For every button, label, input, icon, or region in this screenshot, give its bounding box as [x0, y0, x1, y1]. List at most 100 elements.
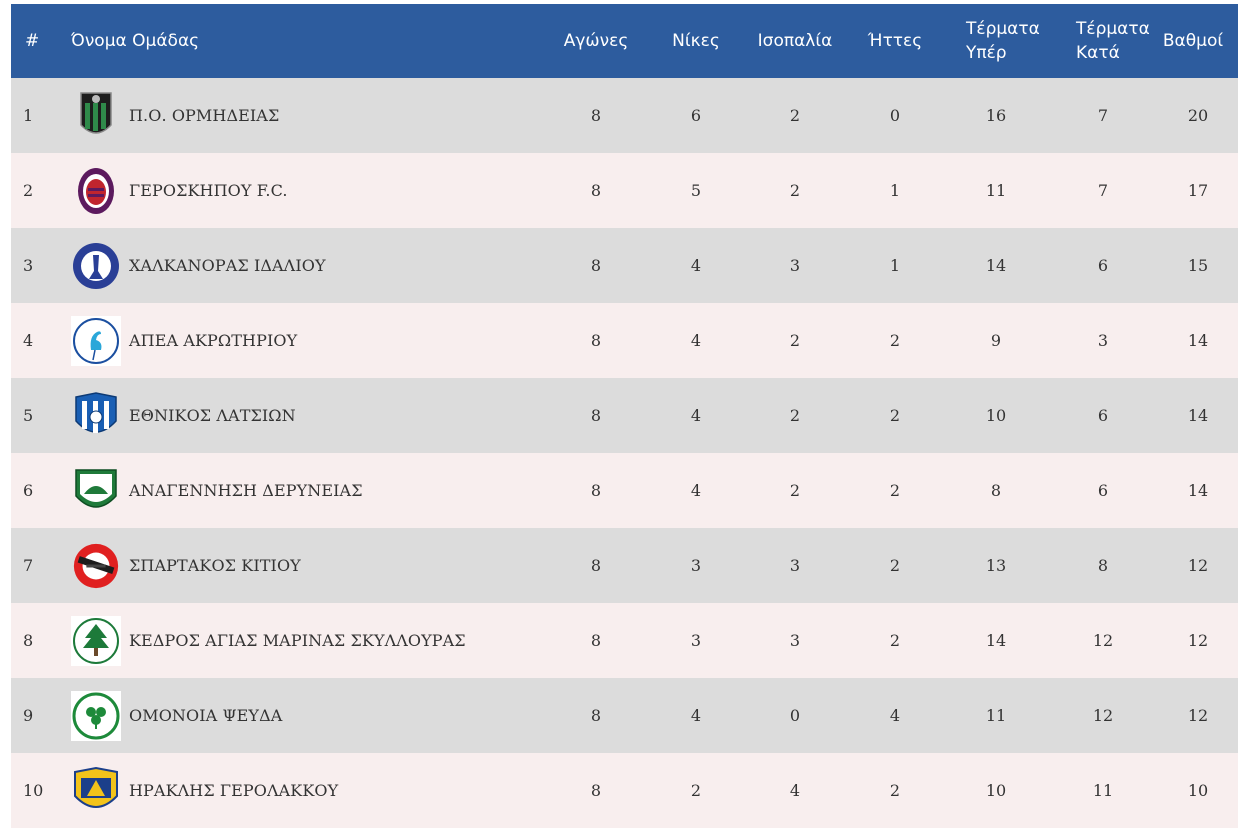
played-cell: 8 [590, 781, 602, 800]
header-played[interactable]: Αγώνες [563, 31, 629, 51]
goals-for-cell: 16 [985, 106, 1007, 125]
goals-against-cell: 12 [1092, 706, 1114, 725]
table-body: 1 Π.Ο. ΟΡΜΗΔΕΙΑΣ 8 6 2 0 16 7 20 2 ΓΕΡΟΣ… [11, 78, 1238, 828]
goals-against-cell: 6 [1097, 406, 1109, 425]
chalkanoras-crest-icon [71, 240, 121, 292]
team-name[interactable]: ΑΠΕΑ ΑΚΡΩΤΗΡΙΟΥ [129, 331, 298, 350]
wins-cell: 4 [690, 406, 702, 425]
team-name[interactable]: ΕΘΝΙΚΟΣ ΛΑΤΣΙΩΝ [129, 406, 296, 425]
points-cell: 14 [1187, 331, 1209, 350]
played-cell: 8 [590, 256, 602, 275]
team-cell[interactable]: ΚΕΔΡΟΣ ΑΓΙΑΣ ΜΑΡΙΝΑΣ ΣΚΥΛΛΟΥΡΑΣ [71, 615, 536, 667]
team-name[interactable]: ΑΝΑΓΕΝΝΗΣΗ ΔΕΡΥΝΕΙΑΣ [129, 481, 363, 500]
rank-cell: 7 [23, 556, 34, 575]
draws-cell: 3 [789, 556, 801, 575]
table-row-9[interactable]: 9 ΟΜΟΝΟΙΑ ΨΕΥΔΑ 8 4 0 4 11 12 12 [11, 678, 1238, 753]
team-cell[interactable]: ΕΘΝΙΚΟΣ ΛΑΤΣΙΩΝ [71, 390, 536, 442]
goals-for-cell: 11 [985, 706, 1007, 725]
points-cell: 20 [1187, 106, 1209, 125]
goals-against-cell: 11 [1092, 781, 1114, 800]
team-cell[interactable]: ΑΠΕΑ ΑΚΡΩΤΗΡΙΟΥ [71, 315, 536, 367]
table-row-6[interactable]: 6 ΑΝΑΓΕΝΝΗΣΗ ΔΕΡΥΝΕΙΑΣ 8 4 2 2 8 6 14 [11, 453, 1238, 528]
played-cell: 8 [590, 706, 602, 725]
goals-for-cell: 9 [990, 331, 1002, 350]
table-row-3[interactable]: 3 ΧΑΛΚΑΝΟΡΑΣ ΙΔΑΛΙΟΥ 8 4 3 1 14 6 15 [11, 228, 1238, 303]
rank-cell: 5 [23, 406, 34, 425]
header-rank: # [25, 31, 40, 51]
team-name[interactable]: ΟΜΟΝΟΙΑ ΨΕΥΔΑ [129, 706, 283, 725]
header-goals-for[interactable]: Τέρματα Υπέρ [936, 17, 1046, 65]
header-goals-for-line2: Υπέρ [966, 43, 1007, 63]
anagennisi-crest-icon [71, 465, 121, 517]
team-name[interactable]: ΚΕΔΡΟΣ ΑΓΙΑΣ ΜΑΡΙΝΑΣ ΣΚΥΛΛΟΥΡΑΣ [129, 631, 466, 650]
header-goals-against[interactable]: Τέρματα Κατά [1046, 17, 1150, 65]
goals-for-cell: 11 [985, 181, 1007, 200]
table-row-5[interactable]: 5 ΕΘΝΙΚΟΣ ΛΑΤΣΙΩΝ 8 4 2 2 10 6 14 [11, 378, 1238, 453]
wins-cell: 3 [690, 556, 702, 575]
wins-cell: 4 [690, 481, 702, 500]
rank-cell: 8 [23, 631, 34, 650]
team-name[interactable]: ΗΡΑΚΛΗΣ ΓΕΡΟΛΑΚΚΟΥ [129, 781, 339, 800]
points-cell: 17 [1187, 181, 1209, 200]
team-cell[interactable]: ΣΠΑΡΤΑΚΟΣ ΚΙΤΙΟΥ [71, 540, 536, 592]
table-header: # Όνομα Ομάδας Αγώνες Νίκες Ισοπαλία Ήττ… [11, 4, 1238, 78]
team-name[interactable]: Π.Ο. ΟΡΜΗΔΕΙΑΣ [129, 106, 280, 125]
team-cell[interactable]: Π.Ο. ΟΡΜΗΔΕΙΑΣ [71, 90, 536, 142]
played-cell: 8 [590, 631, 602, 650]
table-row-7[interactable]: 7 ΣΠΑΡΤΑΚΟΣ ΚΙΤΙΟΥ 8 3 3 2 13 8 12 [11, 528, 1238, 603]
wins-cell: 3 [690, 631, 702, 650]
league-standings-table: # Όνομα Ομάδας Αγώνες Νίκες Ισοπαλία Ήττ… [11, 4, 1238, 828]
table-row-4[interactable]: 4 ΑΠΕΑ ΑΚΡΩΤΗΡΙΟΥ 8 4 2 2 9 3 14 [11, 303, 1238, 378]
team-cell[interactable]: ΗΡΑΚΛΗΣ ΓΕΡΟΛΑΚΚΟΥ [71, 765, 536, 817]
team-name[interactable]: ΣΠΑΡΤΑΚΟΣ ΚΙΤΙΟΥ [129, 556, 301, 575]
points-cell: 12 [1187, 556, 1209, 575]
omonoia-crest-icon [71, 690, 121, 742]
table-row-2[interactable]: 2 ΓΕΡΟΣΚΗΠΟΥ F.C. 8 5 2 1 11 7 17 [11, 153, 1238, 228]
draws-cell: 2 [789, 481, 801, 500]
draws-cell: 0 [789, 706, 801, 725]
losses-cell: 2 [889, 556, 901, 575]
goals-for-cell: 13 [985, 556, 1007, 575]
team-cell[interactable]: ΑΝΑΓΕΝΝΗΣΗ ΔΕΡΥΝΕΙΑΣ [71, 465, 536, 517]
header-wins[interactable]: Νίκες [672, 31, 720, 51]
team-cell[interactable]: ΧΑΛΚΑΝΟΡΑΣ ΙΔΑΛΙΟΥ [71, 240, 536, 292]
header-points[interactable]: Βαθμοί [1162, 31, 1224, 51]
table-row-8[interactable]: 8 ΚΕΔΡΟΣ ΑΓΙΑΣ ΜΑΡΙΝΑΣ ΣΚΥΛΛΟΥΡΑΣ 8 3 3 … [11, 603, 1238, 678]
team-cell[interactable]: ΟΜΟΝΟΙΑ ΨΕΥΔΑ [71, 690, 536, 742]
header-draws[interactable]: Ισοπαλία [757, 31, 833, 51]
rank-cell: 1 [23, 106, 34, 125]
goals-for-cell: 10 [985, 406, 1007, 425]
header-goals-against-line2: Κατά [1076, 43, 1120, 63]
points-cell: 12 [1187, 631, 1209, 650]
team-name[interactable]: ΓΕΡΟΣΚΗΠΟΥ F.C. [129, 181, 288, 200]
played-cell: 8 [590, 181, 602, 200]
ethnikos-crest-icon [71, 390, 121, 442]
spartakos-crest-icon [71, 540, 121, 592]
team-name[interactable]: ΧΑΛΚΑΝΟΡΑΣ ΙΔΑΛΙΟΥ [129, 256, 326, 275]
wins-cell: 2 [690, 781, 702, 800]
rank-cell: 3 [23, 256, 34, 275]
played-cell: 8 [590, 406, 602, 425]
goals-against-cell: 7 [1097, 106, 1109, 125]
header-losses[interactable]: Ήττες [867, 31, 923, 51]
team-cell[interactable]: ΓΕΡΟΣΚΗΠΟΥ F.C. [71, 165, 536, 217]
losses-cell: 2 [889, 481, 901, 500]
draws-cell: 2 [789, 181, 801, 200]
table-row-10[interactable]: 10 ΗΡΑΚΛΗΣ ΓΕΡΟΛΑΚΚΟΥ 8 2 4 2 10 11 10 [11, 753, 1238, 828]
losses-cell: 1 [889, 181, 901, 200]
losses-cell: 4 [889, 706, 901, 725]
points-cell: 10 [1187, 781, 1209, 800]
header-goals-for-line1: Τέρματα [966, 19, 1040, 39]
header-team[interactable]: Όνομα Ομάδας [71, 31, 200, 51]
draws-cell: 4 [789, 781, 801, 800]
wins-cell: 5 [690, 181, 702, 200]
geroskipou-crest-icon [71, 165, 121, 217]
draws-cell: 2 [789, 406, 801, 425]
goals-for-cell: 14 [985, 631, 1007, 650]
points-cell: 14 [1187, 406, 1209, 425]
goals-for-cell: 14 [985, 256, 1007, 275]
goals-against-cell: 3 [1097, 331, 1109, 350]
goals-for-cell: 8 [990, 481, 1002, 500]
table-row-1[interactable]: 1 Π.Ο. ΟΡΜΗΔΕΙΑΣ 8 6 2 0 16 7 20 [11, 78, 1238, 153]
goals-against-cell: 6 [1097, 256, 1109, 275]
